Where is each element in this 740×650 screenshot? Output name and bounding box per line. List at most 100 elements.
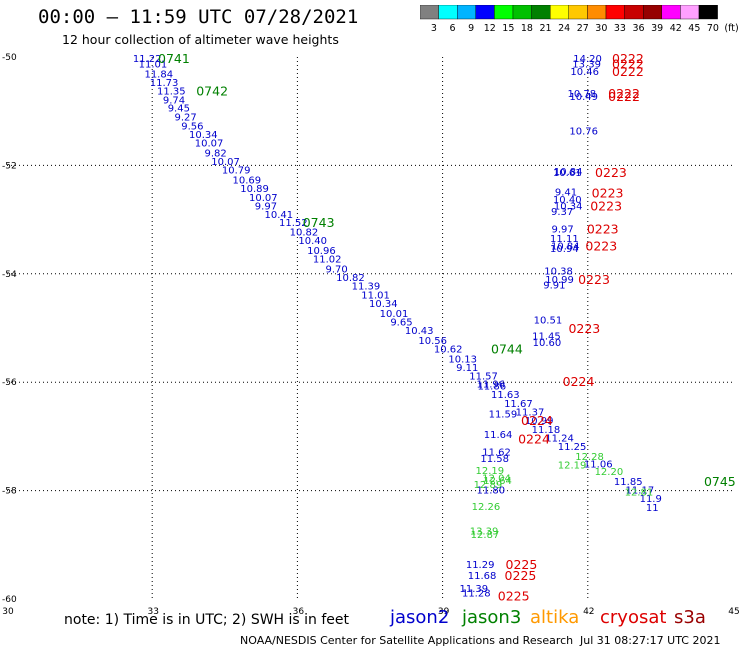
- wave-height-label: 11.73: [150, 78, 179, 89]
- x-tick-label: 30: [2, 607, 14, 617]
- wave-height-label: 10.76: [569, 127, 598, 138]
- time-marker: 0224: [563, 374, 595, 389]
- wave-height-label: 10.56: [418, 336, 447, 347]
- wave-height-label: 11.67: [504, 399, 533, 410]
- time-marker: 0223: [595, 165, 627, 180]
- legend-s3a: s3a: [674, 607, 706, 628]
- wave-height-label: 10.38: [544, 267, 573, 278]
- time-marker: 0222: [612, 64, 644, 79]
- wave-height-label: 9.11: [456, 363, 478, 374]
- x-tick-label: 33: [147, 607, 158, 617]
- wave-height-label: 9.70: [325, 264, 347, 275]
- legend-cryosat: cryosat: [600, 607, 667, 628]
- wave-height-label: 10.34: [554, 202, 583, 213]
- legend-jason2: jason2: [390, 607, 450, 628]
- wave-height-label: 10.82: [336, 273, 365, 284]
- wave-height-label: 9.97: [552, 224, 574, 235]
- wave-height-label: 11.37: [516, 407, 545, 418]
- wave-height-label: 10.94: [550, 244, 579, 255]
- x-tick-label: 45: [728, 607, 739, 617]
- wave-height-label: 10.40: [298, 236, 327, 247]
- wave-height-label: 12.87: [471, 530, 500, 541]
- scale-label: 9: [468, 23, 474, 34]
- wave-height-label: 13.39: [572, 60, 601, 71]
- wave-height-label: 11.01: [139, 60, 168, 71]
- wave-height-label: 12.19: [476, 466, 505, 477]
- scale-label: 27: [577, 23, 589, 34]
- wave-height-label: 10.13: [448, 354, 477, 365]
- wave-height-label: 12.89: [474, 480, 503, 491]
- scale-label: 45: [688, 23, 700, 34]
- y-tick-label: -56: [2, 378, 17, 388]
- wave-height-label: 11.39: [352, 282, 381, 293]
- wave-height-label: 10.99: [545, 275, 574, 286]
- time-marker: 0225: [506, 557, 538, 572]
- wave-height-label: 11.01: [361, 290, 390, 301]
- wave-height-label: 11.24: [545, 433, 574, 444]
- wave-height-label: 11.06: [584, 460, 613, 471]
- scale-label: 21: [540, 23, 552, 34]
- time-marker: 0222: [612, 57, 644, 72]
- scale-label: 12: [484, 23, 496, 34]
- wave-height-label: 10.40: [553, 195, 582, 206]
- wave-height-label: 10.89: [240, 184, 269, 195]
- scale-label: 30: [595, 23, 607, 34]
- wave-height-label: 11.96: [476, 379, 505, 390]
- wave-height-label: 10.84: [551, 242, 580, 253]
- wave-height-label: 11.39: [460, 584, 489, 595]
- time-marker: 0223: [587, 221, 619, 236]
- wave-height-label: 10.96: [307, 246, 336, 257]
- time-marker: 0224: [521, 413, 553, 428]
- wave-height-label: 11.64: [484, 430, 513, 441]
- wave-height-label: 11.45: [532, 332, 561, 343]
- color-scale: 3 6 9 12 15 18 21 24 27 30 33 36 39 42 45 70 (ft): [420, 5, 738, 34]
- wave-height-label: 11.29: [466, 560, 495, 571]
- wave-height-label: 10.07: [211, 157, 240, 168]
- wave-height-label: 10.60: [533, 338, 562, 349]
- wave-height-label: 10.43: [405, 326, 434, 337]
- x-tick-label: 42: [583, 607, 594, 617]
- time-marker: 0745: [704, 474, 736, 489]
- wave-height-label: 12.20: [595, 467, 624, 478]
- time-marker: 0222: [608, 86, 640, 101]
- time-marker: 0223: [585, 239, 617, 254]
- wave-height-label: 11.11: [550, 234, 579, 245]
- wave-height-label: 11.22: [133, 54, 162, 65]
- y-tick-label: -50: [2, 53, 17, 63]
- wave-height-label: 11.28: [462, 588, 491, 599]
- time-marker: 0223: [568, 321, 600, 336]
- time-marker: 0225: [505, 568, 537, 583]
- wave-height-label: 9.27: [174, 113, 196, 124]
- wave-height-label: 9.97: [255, 202, 277, 213]
- wave-height-label: 12.64: [483, 476, 512, 487]
- wave-height-label: 11.62: [482, 448, 511, 459]
- credit-text: NOAA/NESDIS Center for Satellite Applica…: [240, 634, 574, 647]
- legend-jason3: jason3: [462, 607, 522, 628]
- wave-height-label: 11.68: [468, 571, 497, 582]
- wave-height-label: 9.41: [555, 187, 577, 198]
- scale-label: 15: [502, 23, 514, 34]
- timestamp-text: Jul 31 08:27:17 UTC 2021: [580, 634, 721, 647]
- wave-height-label: 12.26: [472, 502, 501, 513]
- wave-height-label: 10.34: [369, 299, 398, 310]
- wave-height-label: 10.78: [567, 89, 596, 100]
- scale-label: 39: [651, 23, 663, 34]
- wave-height-label: 13.39: [470, 527, 499, 538]
- legend-altika: altika: [530, 607, 580, 628]
- wave-height-label: 9.91: [543, 281, 565, 292]
- wave-height-label: 10.82: [290, 228, 319, 239]
- time-marker: 0225: [498, 589, 530, 604]
- time-marker: 0741: [158, 51, 190, 66]
- wave-height-label: 9.56: [181, 121, 203, 132]
- y-tick-label: -52: [2, 161, 17, 171]
- time-marker: 0223: [578, 272, 610, 287]
- scale-label: 36: [633, 23, 645, 34]
- wave-height-label: 11.17: [626, 486, 655, 497]
- wave-height-label: 11.80: [476, 486, 505, 497]
- wave-height-label: 11.85: [614, 477, 643, 488]
- wave-height-label: 11.02: [313, 255, 342, 266]
- wave-height-label: 12.28: [575, 452, 604, 463]
- wave-height-label: 10.49: [569, 92, 598, 103]
- wave-height-label: 10.07: [249, 193, 278, 204]
